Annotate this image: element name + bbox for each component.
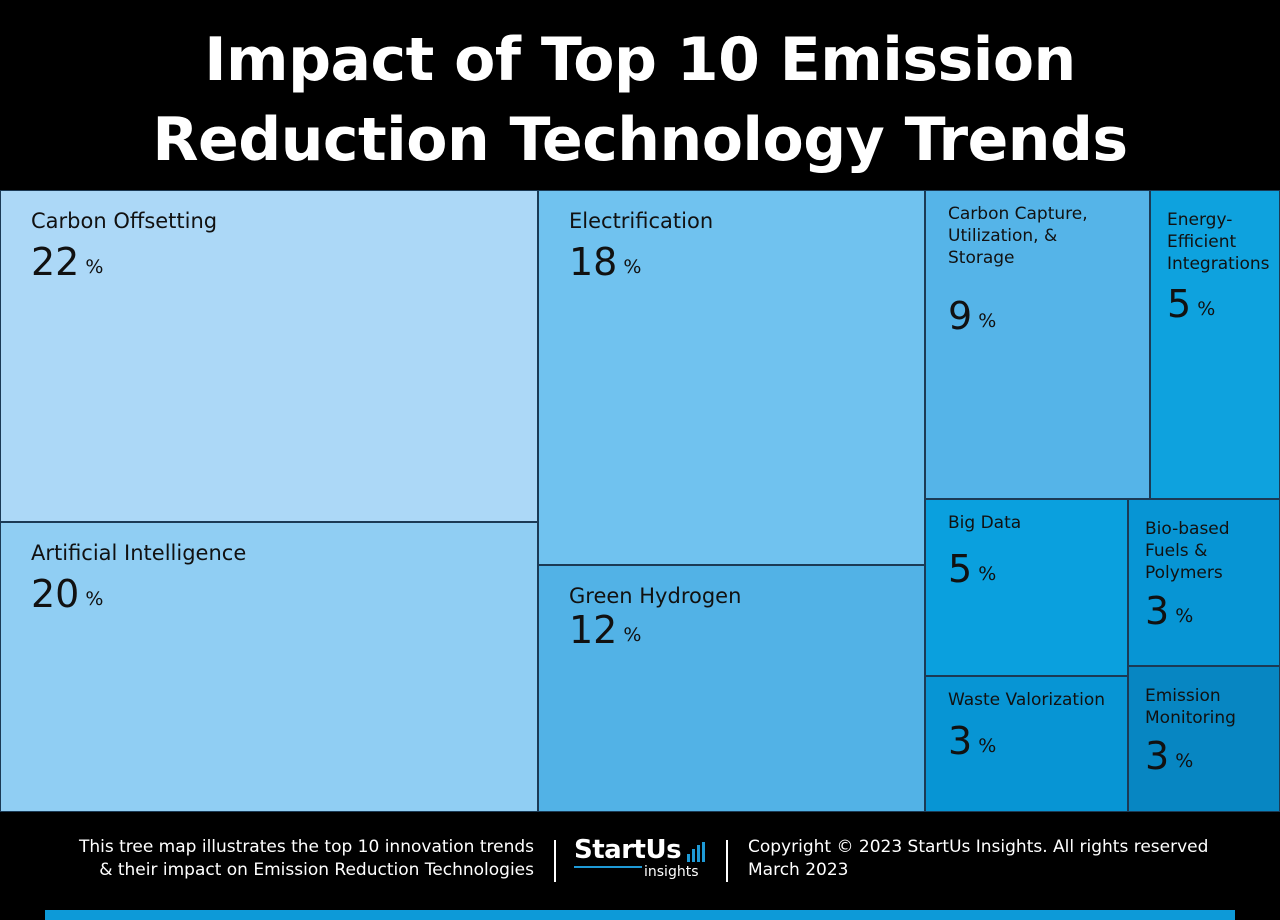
tile-label: Carbon Offsetting: [31, 209, 218, 233]
footer: This tree map illustrates the top 10 inn…: [0, 812, 1280, 920]
chart-title: Impact of Top 10 Emission Reduction Tech…: [0, 20, 1280, 180]
tile-value-unit: %: [978, 735, 997, 757]
logo-subtext: insights: [644, 864, 699, 880]
tile-electrification: Electrification 18%: [538, 190, 925, 565]
tile-big-data: Big Data 5%: [925, 499, 1128, 676]
logo-bars-icon: [687, 842, 709, 862]
tile-label: Waste Valorization: [948, 690, 1105, 710]
tile-emission-monitoring: Emission Monitoring 3%: [1128, 666, 1280, 812]
tile-carbon-capture-utilization-storage: Carbon Capture, Utilization, & Storage 9%: [925, 190, 1150, 499]
tile-value: 5%: [1167, 283, 1215, 330]
tile-artificial-intelligence: Artificial Intelligence 20%: [0, 522, 538, 812]
tile-value: 22%: [31, 241, 103, 288]
footer-divider-right: [726, 840, 728, 882]
tile-value-unit: %: [85, 588, 104, 610]
tile-value-unit: %: [1175, 605, 1194, 627]
tile-value-unit: %: [978, 563, 997, 585]
logo-underline: [574, 866, 642, 868]
tile-label: Green Hydrogen: [569, 584, 742, 608]
tile-label: Carbon Capture, Utilization, & Storage: [948, 204, 1088, 268]
startus-logo: StartUs insights: [574, 836, 714, 884]
tile-label: Electrification: [569, 209, 714, 233]
tile-value-number: 5: [948, 547, 973, 591]
tile-value-number: 3: [1145, 589, 1170, 633]
title-line-2: Reduction Technology Trends: [152, 105, 1128, 175]
tile-bio-based-fuels-polymers: Bio-based Fuels & Polymers 3%: [1128, 499, 1280, 666]
tile-value: 5%: [948, 548, 996, 595]
footer-description-line-2: & their impact on Emission Reduction Tec…: [99, 860, 534, 880]
tile-value-number: 22: [31, 240, 80, 284]
tile-value: 12%: [569, 609, 641, 656]
header: Impact of Top 10 Emission Reduction Tech…: [0, 0, 1280, 190]
tile-value-unit: %: [1175, 750, 1194, 772]
title-line-1: Impact of Top 10 Emission: [204, 25, 1076, 95]
tile-value-number: 9: [948, 294, 973, 338]
footer-description: This tree map illustrates the top 10 inn…: [79, 836, 534, 882]
tile-value-number: 20: [31, 572, 80, 616]
footer-description-line-1: This tree map illustrates the top 10 inn…: [78, 837, 534, 857]
tile-value-unit: %: [978, 310, 997, 332]
tile-value: 3%: [1145, 590, 1193, 637]
tile-green-hydrogen: Green Hydrogen 12%: [538, 565, 925, 812]
tile-value-unit: %: [623, 624, 642, 646]
accent-bar: [45, 910, 1235, 920]
tile-value: 20%: [31, 573, 103, 620]
tile-value-unit: %: [1197, 298, 1216, 320]
treemap: Carbon Offsetting 22% Artificial Intellige…: [0, 190, 1280, 812]
tile-value-unit: %: [623, 256, 642, 278]
tile-label: Bio-based Fuels & Polymers: [1145, 519, 1230, 583]
tile-value: 9%: [948, 295, 996, 342]
tile-label: Energy- Efficient Integrations: [1167, 210, 1270, 274]
tile-label: Big Data: [948, 513, 1022, 533]
tile-label: Emission Monitoring: [1145, 686, 1236, 728]
copyright-text: Copyright © 2023 StartUs Insights. All r…: [748, 837, 1209, 857]
tile-value-unit: %: [85, 256, 104, 278]
date-text: March 2023: [748, 860, 849, 880]
tile-value-number: 5: [1167, 282, 1192, 326]
tile-value-number: 12: [569, 608, 618, 652]
tile-value: 3%: [948, 720, 996, 767]
tile-value: 3%: [1145, 735, 1193, 782]
tile-label: Artificial Intelligence: [31, 541, 247, 565]
tile-value: 18%: [569, 241, 641, 288]
footer-copyright: Copyright © 2023 StartUs Insights. All r…: [748, 836, 1208, 882]
tile-waste-valorization: Waste Valorization 3%: [925, 676, 1128, 812]
tile-energy-efficient-integrations: Energy- Efficient Integrations 5%: [1150, 190, 1280, 499]
tile-value-number: 3: [1145, 734, 1170, 778]
tile-value-number: 3: [948, 719, 973, 763]
logo-wordmark: StartUs: [574, 835, 682, 865]
tile-carbon-offsetting: Carbon Offsetting 22%: [0, 190, 538, 522]
tile-value-number: 18: [569, 240, 618, 284]
footer-divider-left: [554, 840, 556, 882]
